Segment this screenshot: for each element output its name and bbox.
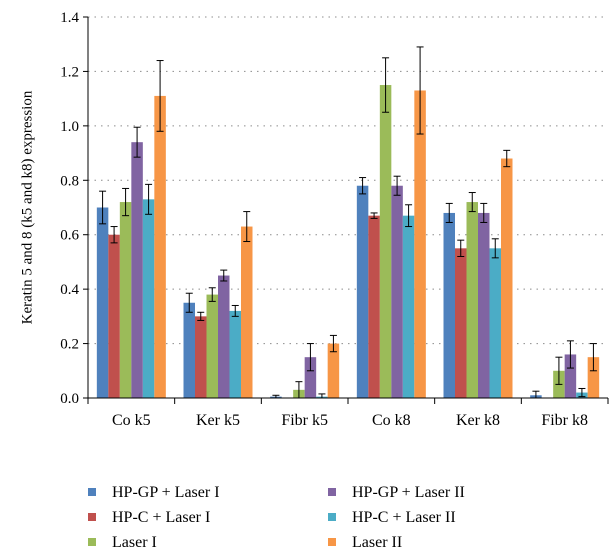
bar	[327, 343, 340, 398]
x-category-label: Fibr k5	[281, 412, 328, 429]
bar	[368, 215, 380, 398]
bar	[501, 158, 513, 398]
legend-label: HP-GP + Laser I	[112, 484, 220, 501]
bar	[587, 357, 600, 398]
legend-label: Laser I	[112, 534, 157, 551]
bar	[443, 212, 455, 398]
x-category-labels: Co k5 Ker k5 Fibr k5 Co k8 Ker k8 Fibr k8	[112, 412, 588, 429]
y-tick-label: 0.8	[60, 173, 79, 189]
bar	[154, 95, 166, 399]
bar	[391, 185, 403, 398]
bar	[96, 207, 109, 398]
legend-label: HP-C + Laser II	[352, 509, 456, 526]
legend: HP-GP + Laser I HP-C + Laser I Laser I HP-G…	[88, 484, 465, 551]
legend-swatch	[328, 513, 336, 521]
bar	[564, 354, 577, 398]
x-category-label: Fibr k8	[541, 412, 588, 429]
legend-swatch	[88, 513, 96, 521]
bar	[379, 85, 392, 399]
legend-swatch	[88, 538, 96, 546]
bar	[108, 234, 120, 398]
legend-swatch	[328, 488, 336, 496]
bar	[183, 302, 195, 398]
y-tick-labels: 0.0 0.2 0.4 0.6 0.8 1.0 1.2 1.4	[60, 10, 79, 407]
bar	[414, 90, 426, 398]
y-tick-label: 0.6	[60, 228, 79, 244]
bar	[131, 142, 143, 398]
y-axis-title: Keratin 5 and 8 (k5 and k8) expression	[19, 90, 35, 324]
bar	[455, 248, 467, 398]
bar	[489, 248, 501, 398]
bar	[206, 294, 218, 398]
legend-swatch	[88, 488, 96, 496]
x-category-label: Ker k8	[456, 412, 500, 429]
bar	[229, 310, 241, 398]
bar	[356, 185, 369, 398]
y-tick-label: 1.4	[60, 10, 79, 26]
legend-label: HP-C + Laser I	[112, 509, 210, 526]
bar	[304, 357, 317, 398]
bar	[195, 316, 207, 398]
bar	[466, 202, 478, 398]
bar	[142, 199, 155, 398]
x-category-label: Ker k5	[196, 412, 240, 429]
y-tick-label: 0.0	[60, 391, 79, 407]
legend-label: HP-GP + Laser II	[352, 484, 465, 501]
x-category-label: Co k8	[372, 412, 411, 429]
bar	[119, 202, 132, 398]
y-tick-label: 1.2	[60, 64, 79, 80]
bar	[218, 275, 230, 398]
x-category-label: Co k5	[112, 412, 151, 429]
bar	[241, 226, 253, 398]
axes	[83, 16, 609, 404]
bar	[402, 215, 415, 398]
y-tick-label: 1.0	[60, 119, 79, 135]
y-tick-label: 0.4	[60, 282, 79, 298]
gridlines	[88, 16, 608, 345]
error-bars	[99, 46, 597, 399]
legend-label: Laser II	[352, 534, 402, 551]
y-tick-label: 0.2	[60, 337, 79, 353]
legend-swatch	[328, 538, 336, 546]
bars	[96, 85, 600, 399]
bar	[478, 212, 490, 398]
